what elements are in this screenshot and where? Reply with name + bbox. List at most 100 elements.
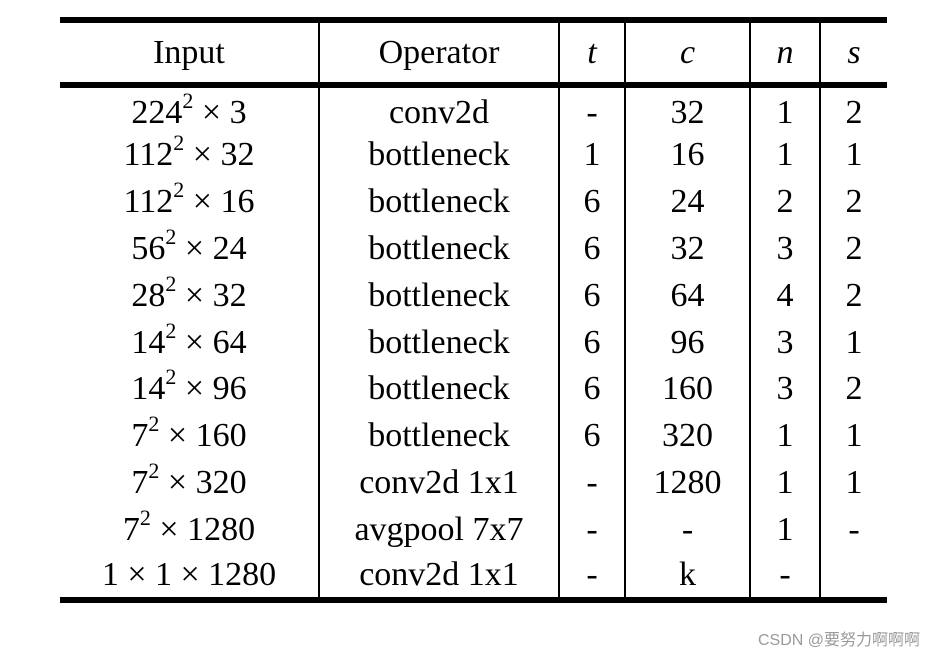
cell-input: 2242 × 3 [60, 85, 319, 132]
input-rest: × 64 [176, 323, 247, 361]
cell-t: 6 [558, 365, 625, 413]
cell-c: k [624, 553, 750, 600]
input-base: 28 [131, 276, 166, 314]
cell-n: 1 [749, 412, 820, 460]
input-exponent: 2 [148, 411, 160, 437]
input-base: 7 [131, 417, 149, 455]
input-base: 56 [131, 229, 166, 267]
input-exponent: 2 [165, 364, 177, 390]
cell-operator: bottleneck [318, 225, 559, 273]
header-operator: Operator [318, 20, 559, 85]
table-body: 2242 × 3 conv2d -32 1 2 1122 × 32 bottleneck 1 1… [60, 85, 887, 600]
cell-n: 1 [749, 85, 820, 132]
input-rest: × 32 [176, 276, 247, 314]
cell-input: 282 × 32 [60, 272, 319, 319]
cell-c: - [624, 506, 750, 554]
cell-t: 6 [558, 412, 625, 460]
cell-n: 1 [749, 506, 820, 554]
cell-c: 24 [624, 178, 750, 226]
header-n: n [749, 20, 820, 85]
cell-c: 160 [624, 365, 750, 413]
input-base: 7 [131, 463, 149, 501]
input-base: 1 × 1 × 1280 [101, 556, 277, 594]
cell-s: - [819, 506, 887, 554]
table-header: Input Operator t c n s [60, 20, 887, 85]
table-row: 142 × 96 bottleneck 6 160 3 2 [60, 366, 887, 413]
input-base: 112 [123, 136, 174, 174]
cell-operator: conv2d 1x1 [318, 459, 559, 507]
cell-input: 72 × 320 [60, 457, 319, 507]
input-rest: × 1280 [150, 510, 256, 548]
cell-s: 1 [819, 459, 887, 507]
cell-operator: conv2d [318, 85, 559, 132]
cell-input: 142 × 96 [60, 366, 319, 413]
cell-operator: conv2d 1x1 [318, 553, 559, 600]
cell-t: 6 [558, 272, 625, 320]
input-base: 112 [123, 183, 174, 221]
table-row: 72 × 320 conv2d 1x1-1280 1 1 [60, 457, 887, 507]
cell-t: 6 [558, 319, 625, 366]
header-s: s [819, 20, 887, 85]
cell-c: 16 [624, 132, 750, 179]
table-row: 282 × 32 bottleneck 6 64 4 2 [60, 272, 887, 320]
cell-c: 1280 [624, 459, 750, 507]
input-base: 224 [131, 94, 183, 131]
cell-s: 1 [819, 132, 887, 179]
cell-s: 2 [819, 85, 887, 132]
cell-c: 32 [624, 225, 750, 273]
input-exponent: 2 [182, 88, 194, 113]
cell-n: 3 [749, 365, 820, 413]
input-rest: × 32 [184, 136, 255, 174]
cell-c: 96 [624, 319, 750, 366]
cell-operator: bottleneck [318, 132, 559, 179]
input-rest: × 96 [176, 370, 247, 408]
cell-t: 6 [558, 178, 625, 226]
input-exponent: 2 [165, 223, 177, 249]
cell-c: 32 [624, 85, 750, 132]
architecture-table: Input Operator t c n s 2242 × 3 conv2d -32… [60, 17, 887, 603]
cell-input: 142 × 64 [60, 319, 319, 366]
cell-s: 2 [819, 178, 887, 226]
table-row: 72 × 160 bottleneck 6 320 1 1 [60, 413, 887, 460]
table-row: 1 × 1 × 1280 conv2d 1x1- k - [60, 553, 887, 600]
input-exponent: 2 [173, 130, 185, 156]
input-exponent: 2 [139, 504, 151, 530]
input-rest: × 320 [159, 463, 247, 501]
header-input: Input [153, 33, 225, 71]
cell-n: 2 [749, 178, 820, 226]
cell-s [819, 553, 887, 600]
cell-t: - [558, 459, 625, 507]
input-exponent: 2 [165, 270, 177, 296]
input-exponent: 2 [173, 177, 185, 203]
cell-n: 3 [749, 319, 820, 366]
cell-c: 64 [624, 272, 750, 320]
cell-operator: bottleneck [318, 412, 559, 460]
cell-input: 1122 × 32 [60, 132, 319, 179]
input-rest: × 3 [193, 94, 247, 131]
input-rest: × 16 [184, 183, 255, 221]
cell-s: 2 [819, 225, 887, 273]
cell-s: 2 [819, 365, 887, 413]
header-row: Input Operator t c n s [60, 20, 887, 85]
cell-operator: bottleneck [318, 272, 559, 320]
cell-n: 3 [749, 225, 820, 273]
cell-t: - [558, 85, 625, 132]
cell-t: 6 [558, 225, 625, 273]
cell-n: - [749, 553, 820, 600]
cell-s: 1 [819, 412, 887, 460]
table-row: 2242 × 3 conv2d -32 1 2 [60, 85, 887, 132]
cell-s: 1 [819, 319, 887, 366]
input-base: 14 [131, 323, 166, 361]
cell-operator: bottleneck [318, 365, 559, 413]
cell-input: 72 × 160 [60, 413, 319, 460]
input-exponent: 2 [148, 457, 160, 483]
input-exponent: 2 [165, 317, 177, 343]
input-base: 14 [131, 370, 166, 408]
table-row: 1122 × 16 bottleneck 6 24 2 2 [60, 179, 887, 226]
cell-t: - [558, 506, 625, 554]
header-c: c [624, 20, 750, 85]
table-row: 72 × 1280 avgpool 7x7- -1- [60, 504, 887, 554]
cell-t: 1 [558, 132, 625, 179]
cell-operator: avgpool 7x7 [318, 506, 559, 554]
table-row: 142 × 64 bottleneck 6 96 3 1 [60, 319, 887, 366]
